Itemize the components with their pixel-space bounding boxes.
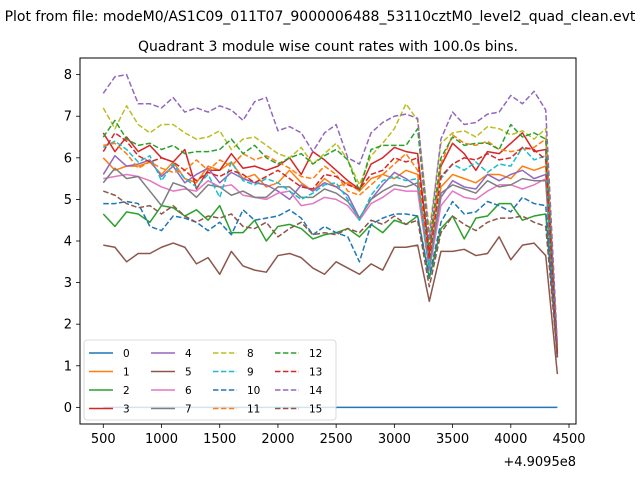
series-line-13 xyxy=(102,132,559,354)
legend-label-14: 14 xyxy=(309,385,323,397)
legend-label-11: 11 xyxy=(247,404,260,416)
figure-suptitle: Plot from file: modeM0/AS1C09_011T07_900… xyxy=(5,9,636,25)
x-tick-label: 2000 xyxy=(261,432,294,447)
y-tick-label: 5 xyxy=(64,193,72,208)
legend-box xyxy=(83,339,337,421)
legend-label-12: 12 xyxy=(309,348,322,360)
x-axis: 500 1000 1500 2000 2500 3000 3500 4000 4500 xyxy=(91,424,586,447)
y-tick-label: 1 xyxy=(64,359,72,374)
legend-label-5: 5 xyxy=(185,367,192,379)
y-tick-label: 4 xyxy=(64,235,72,250)
legend-label-2: 2 xyxy=(123,385,130,397)
legend-label-0: 0 xyxy=(123,348,130,360)
x-tick-label: 4000 xyxy=(494,432,527,447)
x-offset-label: +4.9095e8 xyxy=(503,455,576,470)
series-line-14 xyxy=(102,73,559,346)
legend-label-1: 1 xyxy=(123,367,130,379)
series-line-15 xyxy=(103,190,559,358)
plot-area xyxy=(102,73,559,409)
legend-label-15: 15 xyxy=(309,404,322,416)
legend-label-9: 9 xyxy=(247,367,254,379)
x-tick-label: 1500 xyxy=(203,432,236,447)
x-tick-label: 3000 xyxy=(378,432,411,447)
y-tick-label: 3 xyxy=(64,276,72,291)
series-line-6 xyxy=(103,173,559,358)
series-line-8 xyxy=(102,103,559,350)
legend-label-13: 13 xyxy=(309,367,322,379)
y-tick-label: 8 xyxy=(64,68,72,83)
y-tick-label: 2 xyxy=(64,318,72,333)
legend-label-7: 7 xyxy=(185,404,192,416)
series-line-12 xyxy=(102,119,559,352)
x-tick-label: 4500 xyxy=(552,432,585,447)
legend-label-3: 3 xyxy=(123,404,130,416)
legend-label-8: 8 xyxy=(247,348,254,360)
x-tick-label: 2500 xyxy=(320,432,353,447)
legend-label-6: 6 xyxy=(185,385,192,397)
y-tick-label: 0 xyxy=(64,401,72,416)
x-tick-label: 3500 xyxy=(436,432,469,447)
series-line-10 xyxy=(103,196,559,358)
y-axis: 0 1 2 3 4 5 6 7 8 xyxy=(64,68,80,416)
chart-title: Quadrant 3 module wise count rates with … xyxy=(138,39,518,55)
legend-label-10: 10 xyxy=(247,385,260,397)
y-tick-label: 6 xyxy=(64,151,72,166)
series-line-4 xyxy=(102,154,559,356)
y-tick-label: 7 xyxy=(64,110,72,125)
legend-label-4: 4 xyxy=(185,348,192,360)
series-line-7 xyxy=(102,167,559,358)
x-tick-label: 500 xyxy=(91,432,116,447)
series-line-5 xyxy=(103,236,559,375)
series-line-3 xyxy=(102,132,559,354)
x-tick-label: 1000 xyxy=(145,432,178,447)
